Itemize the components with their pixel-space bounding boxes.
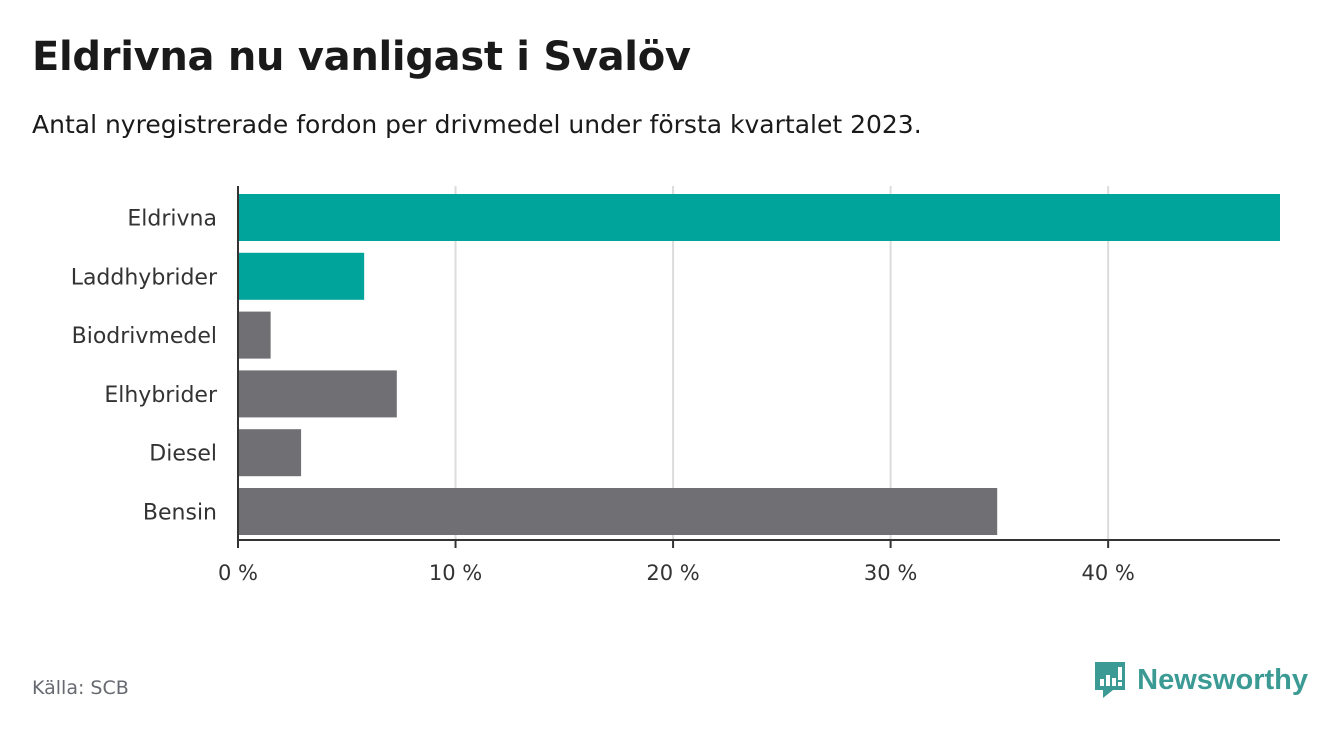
brand-name: Newsworthy [1137, 663, 1308, 696]
bar [238, 488, 998, 535]
x-tick-label: 30 % [864, 561, 917, 585]
category-label: Biodrivmedel [72, 324, 217, 349]
newsworthy-logo[interactable]: Newsworthy [1093, 660, 1308, 700]
chart-title: Eldrivna nu vanligast i Svalöv [32, 34, 691, 80]
chart-bubble-icon [1095, 662, 1126, 698]
x-tick-label: 40 % [1081, 561, 1134, 585]
x-tick-label: 20 % [646, 561, 699, 585]
category-label: Elhybrider [104, 383, 218, 408]
bar [238, 311, 271, 359]
category-label: Diesel [149, 442, 217, 467]
bar [238, 194, 1280, 241]
category-label: Bensin [143, 501, 217, 526]
x-tick-label: 10 % [429, 561, 482, 585]
x-tick-label: 0 % [218, 561, 258, 585]
chart-subtitle: Antal nyregistrerade fordon per drivmede… [32, 110, 922, 139]
bar [238, 370, 397, 418]
source-label: Källa: SCB [32, 677, 129, 699]
bar [238, 252, 365, 300]
category-label: Laddhybrider [71, 265, 218, 290]
category-label: Eldrivna [127, 207, 217, 232]
bar-chart: 0 % 10 % 20 % 30 % 40 % Eldrivna Laddhybrider B… [71, 186, 1280, 585]
bar [238, 429, 302, 477]
